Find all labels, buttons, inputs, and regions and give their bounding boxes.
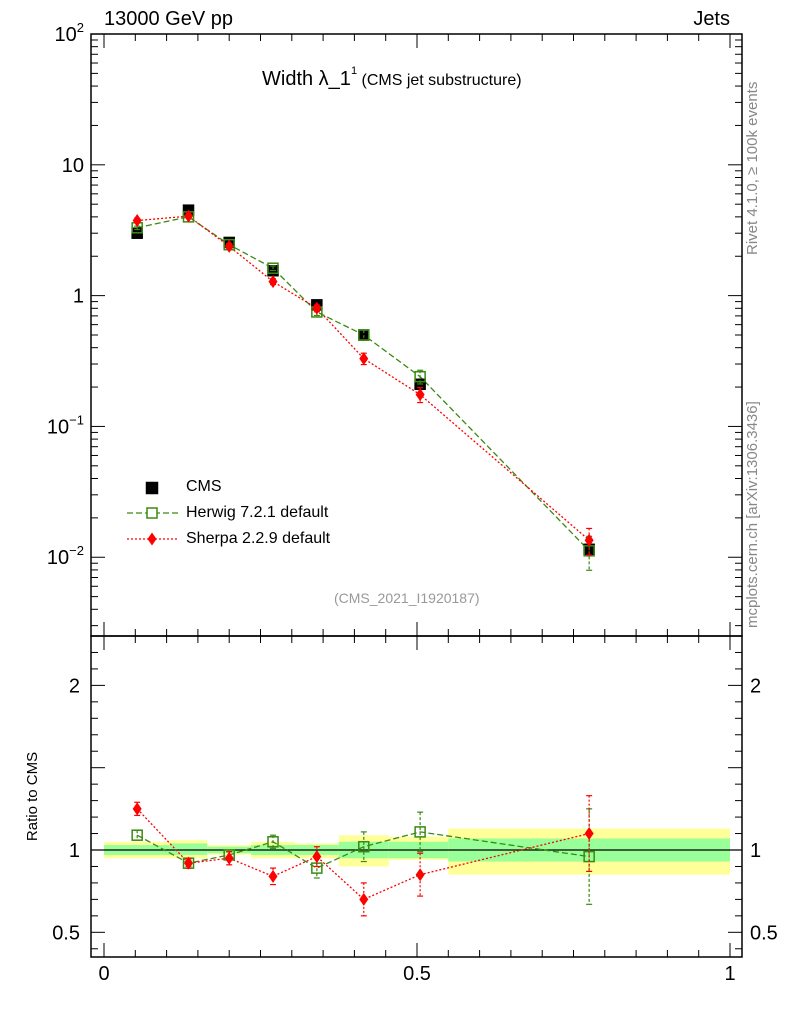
sherpa-ratio-point-5	[359, 892, 369, 906]
legend-label-herwig: Herwig 7.2.1 default	[186, 504, 329, 521]
sherpa-point-7	[584, 533, 594, 547]
herwig-ratio-point-5	[358, 840, 370, 853]
ratio-tick-label-right-0: 2	[750, 675, 761, 697]
sherpa-ratio-point-7	[584, 827, 594, 841]
legend-label-cms: CMS	[186, 478, 222, 495]
energy-label: 13000 GeV pp	[104, 8, 233, 30]
sherpa-ratio-point-3	[268, 869, 278, 883]
ratio-axis-label: Ratio to CMS	[24, 752, 41, 841]
sherpa-point-4	[312, 301, 322, 315]
sherpa-point-5	[359, 352, 369, 366]
sherpa-ratio-line	[136, 808, 590, 901]
herwig-point-6	[414, 370, 426, 383]
ratio-tick-label-right-1: 1	[750, 840, 761, 862]
plot-title: Width λ_11 (CMS jet substructure)	[262, 65, 522, 91]
legend-marker-sherpa	[147, 532, 157, 546]
ratio-tick-label-left-2: 0.5	[52, 922, 80, 944]
sherpa-point-3	[268, 275, 278, 289]
plot-axes: 0 0.5 1 102 10 1 10−1 10−2 2 2 1 1 0.5 0.5 Ratio to CM…	[24, 20, 778, 985]
herwig-point-3	[267, 262, 279, 274]
herwig-ratio-point-3	[267, 836, 279, 848]
ratio-tick-label-right-2: 0.5	[750, 922, 778, 944]
x-tick-label-1: 0.5	[403, 963, 431, 985]
y-tick-label-4: 10−2	[47, 543, 84, 569]
sherpa-ratio-point-0	[132, 802, 142, 816]
y-tick-label-3: 10−1	[47, 412, 84, 438]
y-tick-label-2: 1	[73, 286, 84, 308]
plot-title-sup: 1	[350, 65, 358, 78]
legend-label-sherpa: Sherpa 2.2.9 default	[186, 530, 331, 547]
legend-marker-herwig	[146, 507, 158, 519]
ratio-frame	[90, 635, 743, 958]
sherpa-point-2	[224, 239, 234, 253]
herwig-ratio-point-0	[131, 829, 143, 841]
y-tick-label-0: 102	[55, 20, 84, 46]
ratio-tick-label-left-0: 2	[69, 675, 80, 697]
herwig-point-5	[358, 329, 370, 341]
plot-title-sub: (CMS jet substructure)	[357, 72, 522, 89]
y-tick-label-1: 10	[62, 155, 84, 177]
sherpa-ratio-point-2	[224, 851, 234, 865]
sherpa-point-6	[415, 388, 425, 402]
sherpa-point-1	[184, 209, 194, 223]
sherpa-line	[137, 215, 590, 541]
sherpa-ratio-point-6	[415, 868, 425, 882]
x-tick-label-2: 1	[724, 963, 735, 985]
legend-marker-cms	[145, 481, 159, 495]
mcplots-label: mcplots.cern.ch [arXiv:1306.3436]	[744, 401, 761, 628]
sherpa-ratio-point-1	[184, 856, 194, 870]
band-inner-1	[169, 843, 208, 855]
rivet-version-label: Rivet 4.1.0, ≥ 100k events	[744, 81, 761, 255]
analysis-watermark: (CMS_2021_I1920187)	[334, 590, 480, 606]
herwig-ratio-point-6	[414, 826, 426, 838]
legend-markers	[127, 481, 178, 546]
sherpa-point-0	[132, 214, 142, 228]
plot-title-main: Width λ_1	[262, 68, 351, 90]
jets-label: Jets	[693, 8, 730, 30]
x-tick-label-0: 0	[98, 963, 109, 985]
series-marks	[131, 204, 595, 917]
sherpa-ratio-point-4	[312, 850, 322, 864]
ratio-tick-label-left-1: 1	[69, 840, 80, 862]
herwig-line	[137, 216, 590, 552]
